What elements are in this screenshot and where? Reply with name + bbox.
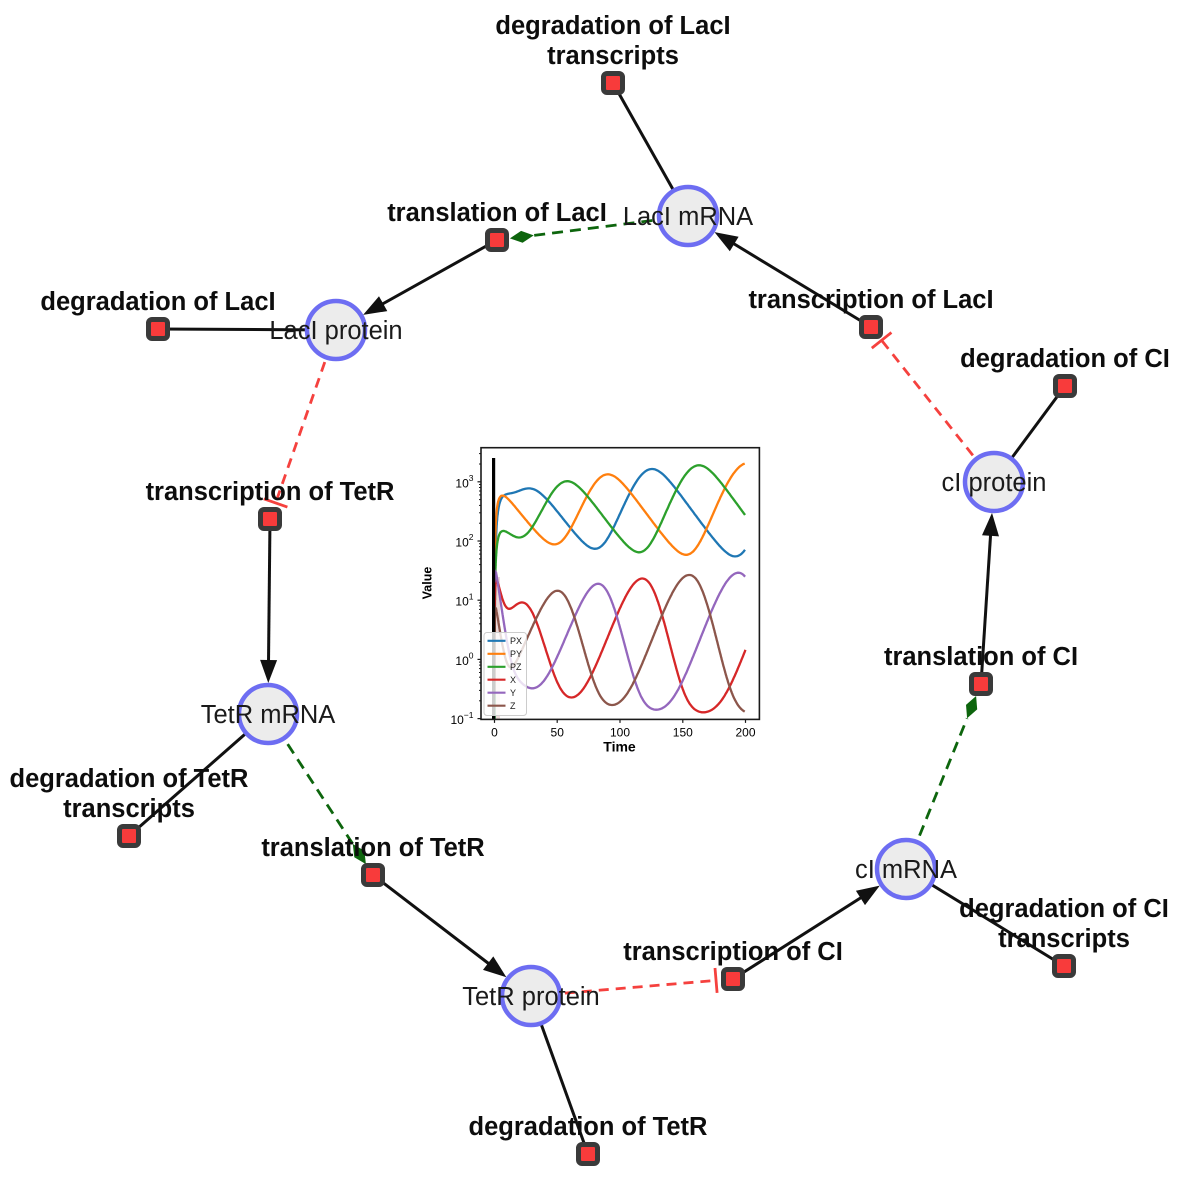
svg-text:Value: Value xyxy=(421,567,435,600)
svg-text:LacI mRNA: LacI mRNA xyxy=(623,203,753,231)
svg-text:transcription of CI: transcription of CI xyxy=(623,938,843,966)
svg-text:Z: Z xyxy=(510,701,516,711)
svg-text:degradation of CI: degradation of CI xyxy=(960,345,1170,373)
svg-text:50: 50 xyxy=(551,725,565,739)
svg-text:transcripts: transcripts xyxy=(63,795,195,823)
svg-text:PZ: PZ xyxy=(510,662,522,672)
svg-text:TetR protein: TetR protein xyxy=(462,983,600,1011)
svg-text:degradation of CI: degradation of CI xyxy=(959,895,1169,923)
svg-text:cI protein: cI protein xyxy=(942,469,1047,497)
svg-text:degradation of TetR: degradation of TetR xyxy=(10,765,249,793)
svg-text:degradation of TetR: degradation of TetR xyxy=(469,1113,708,1141)
svg-text:cI mRNA: cI mRNA xyxy=(855,856,957,884)
svg-text:PX: PX xyxy=(510,636,522,646)
svg-text:transcripts: transcripts xyxy=(547,42,679,70)
svg-text:degradation of LacI: degradation of LacI xyxy=(40,288,275,316)
svg-text:X: X xyxy=(510,675,516,685)
svg-text:translation of CI: translation of CI xyxy=(884,643,1078,671)
svg-text:100: 100 xyxy=(610,725,630,739)
svg-text:degradation of LacI: degradation of LacI xyxy=(495,12,730,40)
svg-text:0: 0 xyxy=(491,725,498,739)
svg-text:transcripts: transcripts xyxy=(998,925,1130,953)
svg-text:transcription of LacI: transcription of LacI xyxy=(748,286,993,314)
svg-text:TetR mRNA: TetR mRNA xyxy=(201,701,336,729)
svg-text:LacI protein: LacI protein xyxy=(269,317,402,345)
svg-text:200: 200 xyxy=(735,725,755,739)
svg-text:PY: PY xyxy=(510,649,522,659)
svg-text:Time: Time xyxy=(603,739,636,755)
svg-text:translation of TetR: translation of TetR xyxy=(261,834,484,862)
svg-text:Y: Y xyxy=(510,688,516,698)
svg-text:translation of LacI: translation of LacI xyxy=(387,199,607,227)
svg-text:150: 150 xyxy=(673,725,693,739)
svg-text:transcription of TetR: transcription of TetR xyxy=(146,478,395,506)
